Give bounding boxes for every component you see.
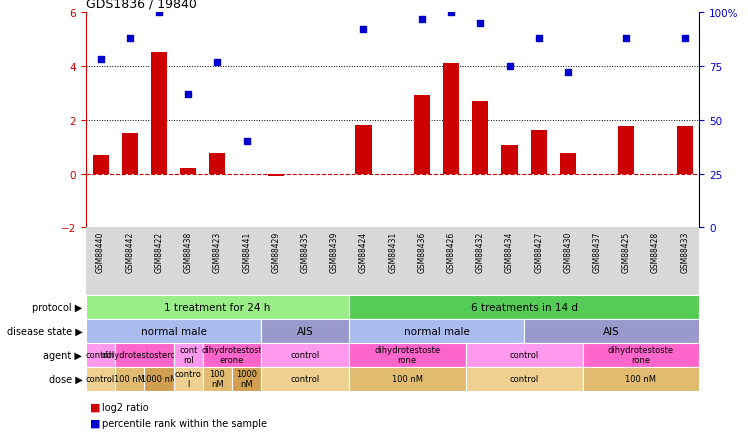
Text: GSM88432: GSM88432 (476, 231, 485, 273)
Text: control: control (86, 350, 115, 359)
Text: GSM88435: GSM88435 (301, 231, 310, 273)
Bar (180, 169, 196, 174)
Text: 1000 nM: 1000 nM (141, 374, 177, 383)
Text: contro
l: contro l (175, 369, 202, 388)
Text: GSM88434: GSM88434 (505, 231, 514, 273)
Text: GSM88442: GSM88442 (126, 231, 135, 273)
Text: control: control (290, 350, 319, 359)
Text: 6 treatments in 14 d: 6 treatments in 14 d (470, 302, 577, 312)
Bar (677, 127, 693, 174)
Bar (443, 64, 459, 174)
Text: GSM88422: GSM88422 (155, 231, 164, 272)
Text: ■: ■ (90, 402, 100, 412)
Text: control: control (509, 350, 539, 359)
Text: 100
nM: 100 nM (209, 369, 225, 388)
Text: GSM88437: GSM88437 (592, 231, 601, 273)
Point (124, 35, 136, 42)
Text: GSM88431: GSM88431 (388, 231, 397, 273)
Text: GSM88429: GSM88429 (272, 231, 280, 273)
Point (241, 138, 253, 145)
Text: cont
rol: cont rol (179, 345, 197, 364)
Text: agent ▶: agent ▶ (43, 350, 82, 360)
Text: GSM88426: GSM88426 (447, 231, 456, 273)
Point (358, 27, 370, 34)
Text: log2 ratio: log2 ratio (102, 402, 149, 412)
Bar (531, 131, 547, 174)
Bar (122, 134, 138, 174)
Bar (355, 126, 372, 174)
Text: GSM88427: GSM88427 (534, 231, 543, 273)
Text: control: control (509, 374, 539, 383)
Point (503, 63, 515, 70)
Text: 100 nM: 100 nM (625, 374, 657, 383)
Point (562, 70, 574, 77)
Text: GSM88424: GSM88424 (359, 231, 368, 273)
Text: percentile rank within the sample: percentile rank within the sample (102, 418, 268, 428)
Text: disease state ▶: disease state ▶ (7, 326, 82, 336)
Bar (501, 146, 518, 174)
Text: GSM88440: GSM88440 (96, 231, 105, 273)
Point (416, 16, 428, 23)
Point (212, 59, 224, 66)
Text: AIS: AIS (604, 326, 620, 336)
Text: 1000
nM: 1000 nM (236, 369, 257, 388)
Text: GSM88441: GSM88441 (242, 231, 251, 273)
Bar (560, 154, 576, 174)
Text: ■: ■ (90, 418, 100, 428)
Point (95, 57, 107, 64)
Text: control: control (86, 374, 115, 383)
Text: 100 nM: 100 nM (392, 374, 423, 383)
Text: GSM88425: GSM88425 (622, 231, 631, 273)
Text: GSM88439: GSM88439 (330, 231, 339, 273)
Bar (209, 154, 225, 174)
Text: GSM88430: GSM88430 (563, 231, 572, 273)
Text: GSM88423: GSM88423 (213, 231, 222, 273)
Bar (151, 53, 167, 174)
Bar (268, 174, 284, 177)
Point (153, 10, 165, 16)
Text: GDS1836 / 19840: GDS1836 / 19840 (86, 0, 197, 10)
Text: dihydrotestost
erone: dihydrotestost erone (202, 345, 263, 364)
Point (620, 35, 632, 42)
Point (678, 35, 690, 42)
Text: 100 nM: 100 nM (114, 374, 145, 383)
Text: GSM88436: GSM88436 (417, 231, 426, 273)
Point (445, 10, 457, 16)
Bar (472, 102, 488, 174)
Text: GSM88428: GSM88428 (651, 231, 660, 272)
Point (474, 20, 486, 27)
Bar (93, 155, 108, 174)
Text: AIS: AIS (297, 326, 313, 336)
Text: control: control (290, 374, 319, 383)
Text: normal male: normal male (404, 326, 470, 336)
Text: GSM88433: GSM88433 (680, 231, 689, 273)
Bar (414, 96, 430, 174)
Text: GSM88438: GSM88438 (184, 231, 193, 273)
Text: dihydrotestoste
rone: dihydrotestoste rone (374, 345, 441, 364)
Point (183, 91, 194, 98)
Text: dihydrotestosterone: dihydrotestosterone (102, 350, 187, 359)
Point (533, 35, 545, 42)
Bar (619, 127, 634, 174)
Text: normal male: normal male (141, 326, 206, 336)
Text: dihydrotestoste
rone: dihydrotestoste rone (608, 345, 674, 364)
Text: protocol ▶: protocol ▶ (32, 302, 82, 312)
Text: dose ▶: dose ▶ (49, 374, 82, 384)
Text: 1 treatment for 24 h: 1 treatment for 24 h (165, 302, 271, 312)
